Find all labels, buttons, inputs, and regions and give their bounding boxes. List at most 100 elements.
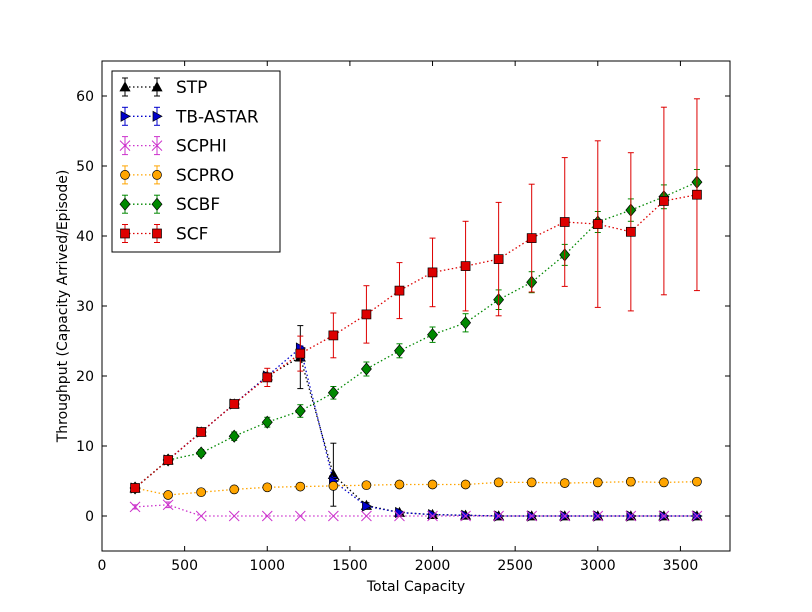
data-point-scphi — [294, 510, 306, 522]
data-point-scf — [526, 233, 537, 243]
data-point-scpro-shape — [196, 487, 207, 498]
legend-marker-scpro-shape — [152, 170, 162, 180]
series-scpro — [130, 476, 702, 500]
data-point-scpro — [427, 479, 438, 490]
legend-marker-scphi-stroke-b — [151, 140, 163, 151]
legend-marker-stp — [151, 81, 163, 92]
data-point-scpro — [692, 476, 702, 487]
x-tick-label: 2000 — [415, 558, 451, 574]
y-tick-label: 40 — [76, 229, 94, 245]
data-point-scphi-stroke-b — [658, 510, 670, 522]
legend-marker-scphi — [151, 140, 163, 151]
legend-entry-scf: SCF — [120, 224, 208, 245]
x-tick-label: 3000 — [580, 558, 616, 574]
y-tick-label: 0 — [85, 509, 94, 525]
data-point-scf-shape — [361, 309, 372, 320]
data-point-scphi-stroke-b — [162, 499, 174, 511]
legend-marker-scbf — [151, 197, 163, 211]
legend-label-tb-astar: TB-ASTAR — [175, 107, 259, 127]
data-point-scpro-shape — [460, 479, 471, 490]
data-point-scf-shape — [130, 483, 140, 493]
y-tick-label: 10 — [76, 439, 94, 455]
data-point-scphi — [228, 510, 240, 522]
data-point-scpro-shape — [394, 479, 405, 490]
y-axis-title: Throughput (Capacity Arrived/Episode) — [55, 170, 71, 444]
data-point-scf-shape — [394, 285, 405, 296]
data-point-scf-shape — [659, 196, 669, 206]
data-point-scpro — [163, 490, 173, 500]
legend-entry-tb-astar: TB-ASTAR — [120, 106, 259, 127]
legend-label-scf: SCF — [176, 225, 208, 245]
data-point-scpro — [526, 477, 537, 488]
legend-label-scphi: SCPHI — [176, 137, 227, 157]
data-point-scphi — [361, 510, 372, 522]
data-point-scpro-shape — [163, 490, 173, 500]
data-point-scphi-stroke-b — [328, 510, 339, 522]
data-point-scf — [460, 261, 471, 271]
legend-label-scpro: SCPRO — [176, 166, 234, 186]
data-point-scphi-stroke-b — [261, 510, 273, 522]
data-point-scbf-shape — [460, 316, 472, 330]
data-point-scf-shape — [592, 219, 603, 229]
x-tick-label: 2500 — [497, 558, 533, 574]
legend-entry-scphi: SCPHI — [119, 136, 227, 157]
legend-marker-scbf — [119, 197, 131, 211]
data-point-scbf — [360, 362, 372, 376]
data-point-scf-shape — [262, 372, 273, 383]
data-point-scf — [559, 217, 570, 227]
data-point-scf — [262, 372, 273, 383]
legend-label-stp: STP — [176, 78, 207, 98]
legend-marker-tb-astar — [152, 110, 163, 122]
series-line-scpro — [134, 481, 697, 496]
data-point-scpro-shape — [427, 479, 438, 490]
series-line-scbf — [134, 181, 698, 489]
data-point-scphi-stroke-b — [526, 510, 538, 522]
data-point-scpro-shape — [295, 481, 306, 492]
data-point-scbf — [327, 386, 339, 400]
legend: STP TB-ASTAR SCPHI SCPRO SCBF SCF — [111, 70, 281, 253]
data-point-scpro-shape — [692, 476, 702, 487]
data-point-scphi-stroke-b — [394, 510, 405, 522]
data-point-scbf-shape — [261, 415, 273, 429]
x-axis-title: Total Capacity — [366, 579, 465, 595]
data-point-scbf-shape — [195, 446, 207, 460]
data-point-scphi — [328, 510, 339, 522]
plot-area — [129, 98, 703, 522]
legend-marker-scpro-shape — [120, 170, 130, 180]
data-point-scpro-shape — [559, 478, 570, 488]
data-point-scphi-stroke-b — [691, 510, 703, 522]
data-point-scphi — [625, 510, 637, 522]
legend-marker-scphi — [119, 140, 131, 151]
data-point-scf — [295, 348, 306, 359]
legend-marker-tb-astar-shape — [120, 110, 131, 122]
data-point-scphi — [129, 501, 141, 513]
data-point-scf — [625, 226, 636, 237]
data-point-scbf — [460, 316, 472, 330]
data-point-scphi-stroke-b — [228, 510, 240, 522]
data-point-scf-shape — [328, 330, 339, 341]
series-scphi — [129, 499, 703, 522]
data-point-scpro — [361, 480, 372, 491]
data-point-scbf-shape — [394, 344, 405, 358]
legend-box — [111, 70, 281, 253]
data-point-scpro-shape — [592, 477, 603, 488]
data-point-scpro-shape — [526, 477, 537, 488]
data-point-scbf — [394, 344, 405, 358]
legend-marker-stp-shape — [119, 81, 131, 92]
data-point-scpro — [493, 477, 504, 488]
axes: 0 500 1000 1500 2000 2500 3000 3500 0 10 20 30 40 50 6… — [76, 61, 730, 574]
y-tick-label: 50 — [76, 159, 94, 175]
data-point-scphi — [394, 510, 405, 522]
legend-marker-stp-shape — [151, 81, 163, 92]
data-point-scpro-shape — [328, 481, 339, 491]
data-point-scf — [692, 189, 702, 200]
data-point-scpro — [229, 484, 240, 495]
data-point-scphi-stroke-b — [460, 510, 471, 522]
data-point-scf — [163, 455, 173, 465]
data-point-scphi-stroke-b — [361, 510, 372, 522]
data-point-scf — [328, 330, 339, 341]
data-point-scpro — [659, 477, 669, 488]
data-point-scphi — [493, 510, 504, 522]
data-point-scpro-shape — [493, 477, 504, 488]
data-point-scf-shape — [625, 226, 636, 237]
